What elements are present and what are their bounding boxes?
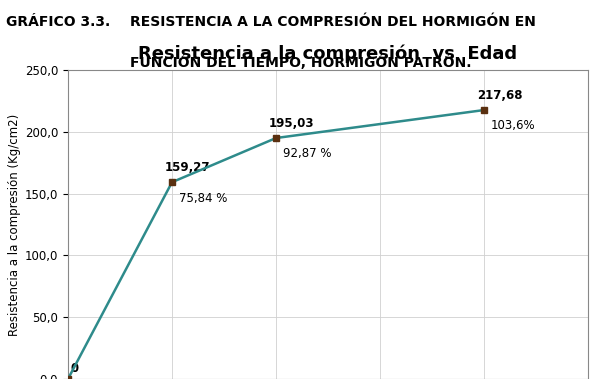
Text: 195,03: 195,03: [269, 117, 314, 130]
Title: Resistencia a la compresión  vs  Edad: Resistencia a la compresión vs Edad: [138, 44, 518, 63]
Y-axis label: Resistencia a la compresión (Kg/cm2): Resistencia a la compresión (Kg/cm2): [8, 113, 21, 336]
Text: GRÁFICO 3.3.: GRÁFICO 3.3.: [6, 14, 110, 28]
Text: 0: 0: [71, 362, 79, 375]
Text: 75,84 %: 75,84 %: [179, 192, 228, 205]
Text: RESISTENCIA A LA COMPRESIÓN DEL HORMIGÓN EN: RESISTENCIA A LA COMPRESIÓN DEL HORMIGÓN…: [130, 14, 536, 28]
Text: FUNCIÓN DEL TIEMPO, HORMIGÓN PATRÓN.: FUNCIÓN DEL TIEMPO, HORMIGÓN PATRÓN.: [130, 55, 472, 70]
Text: 103,6%: 103,6%: [491, 119, 535, 133]
Text: 92,87 %: 92,87 %: [283, 147, 332, 160]
Text: 159,27: 159,27: [165, 161, 210, 174]
Text: 217,68: 217,68: [477, 89, 522, 102]
